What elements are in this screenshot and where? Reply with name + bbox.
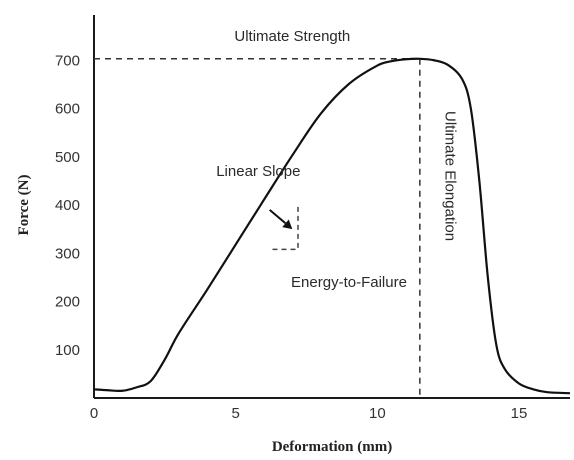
ultimate-elongation-label: Ultimate Elongation [441,111,458,241]
y-tick-label: 700 [55,52,80,69]
y-tick-label: 400 [55,197,80,214]
y-tick-label: 100 [55,342,80,359]
linear-slope-arrow [269,209,287,225]
ultimate-strength-label: Ultimate Strength [234,28,350,45]
y-tick-label: 300 [55,245,80,262]
x-tick-label: 5 [231,405,239,422]
y-tick-labels: 100 200 300 400 500 600 700 [55,52,80,359]
y-tick-label: 600 [55,101,80,118]
y-tick-label: 200 [55,294,80,311]
arrow-head-icon [282,219,293,230]
x-tick-label: 15 [511,405,528,422]
linear-slope-label: Linear Slope [216,163,300,180]
y-tick-label: 500 [55,149,80,166]
force-deformation-curve [93,57,571,395]
x-tick-label: 0 [90,405,98,422]
energy-to-failure-label: Energy-to-Failure [291,274,407,291]
linear-slope-indicator [272,203,299,251]
x-tick-labels: 0 5 10 15 [90,405,528,422]
x-axis-title: Deformation (mm) [272,439,392,455]
y-axis-title: Force (N) [16,175,32,236]
x-tick-label: 10 [369,405,386,422]
